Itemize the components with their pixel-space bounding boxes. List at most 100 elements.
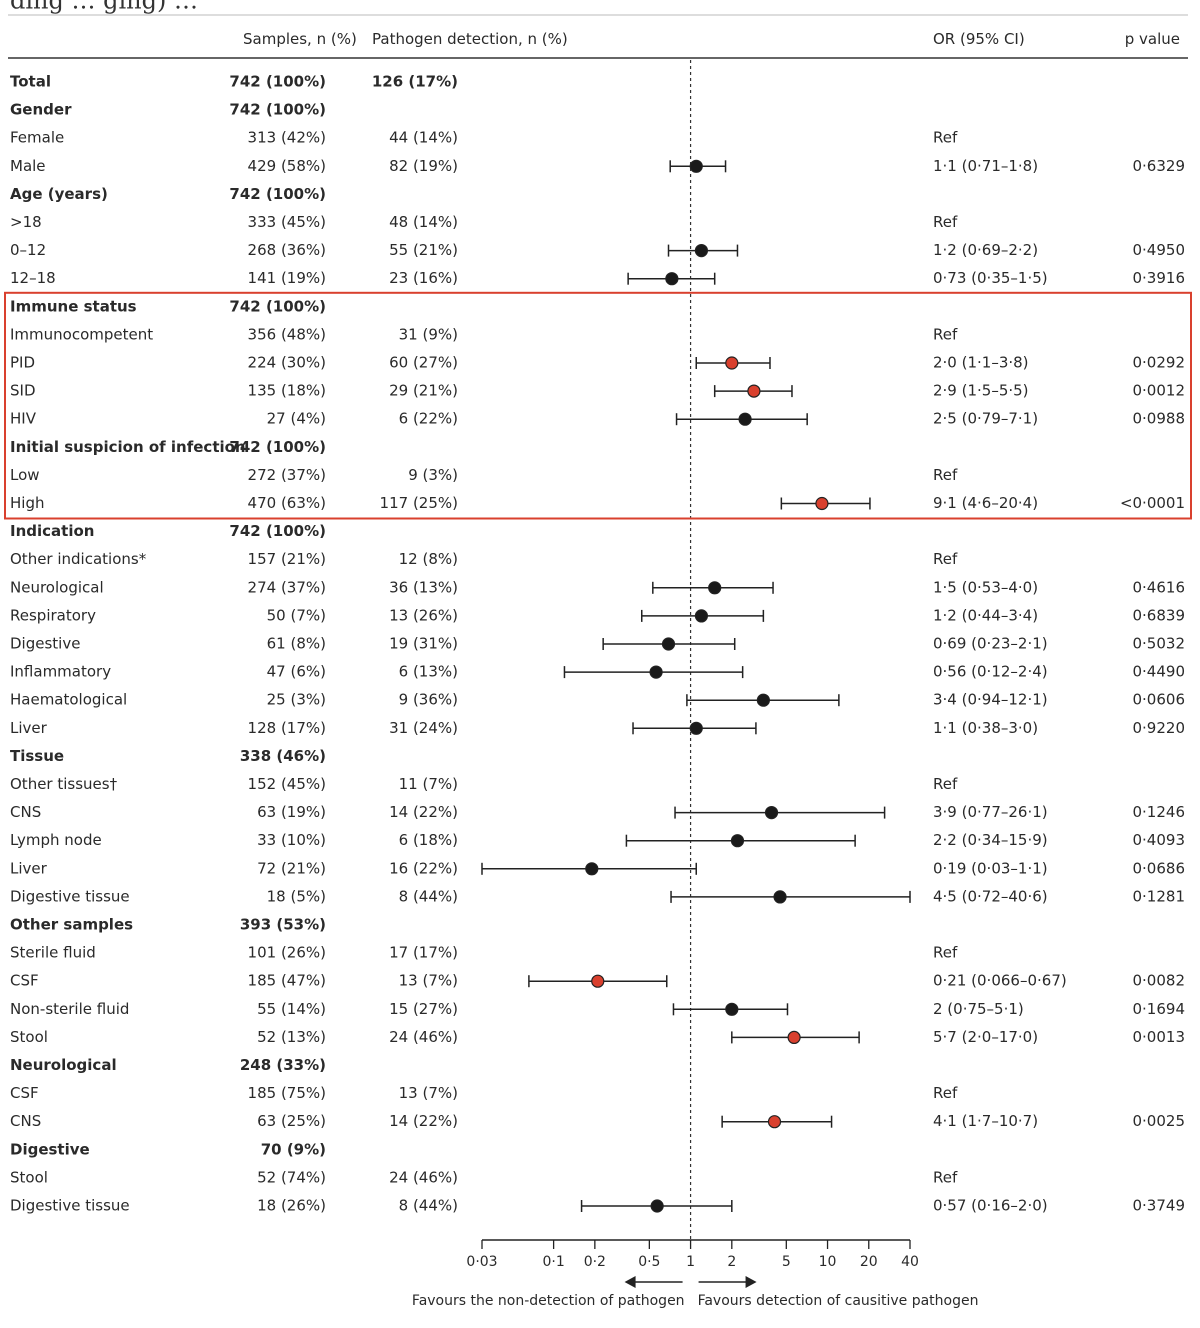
row-samples: 274 (37%) [248,578,326,596]
row-detection: 14 (22%) [389,1112,458,1130]
table-row: CSF 185 (75%) 13 (7%) Ref [10,1084,958,1102]
row-detection: 15 (27%) [389,1000,458,1018]
row-samples: 470 (63%) [248,494,326,512]
row-label: Age (years) [10,185,108,203]
row-p-value: 0·3749 [1133,1197,1186,1215]
row-detection: 16 (22%) [389,859,458,877]
table-row: Low 272 (37%) 9 (3%) Ref [10,466,958,484]
row-detection: 6 (18%) [399,831,458,849]
row-label: CNS [10,803,41,821]
table-row: Male 429 (58%) 82 (19%) 1·1 (0·71–1·8) 0·632… [10,157,1185,175]
row-or: Ref [933,466,958,484]
row-label: Liver [10,719,48,737]
row-detection: 12 (8%) [399,550,458,568]
row-or: 1·2 (0·44–3·4) [933,606,1038,624]
row-p-value: 0·4616 [1133,578,1186,596]
row-p-value: 0·1281 [1133,887,1186,905]
row-or: 1·1 (0·71–1·8) [933,157,1038,175]
row-detection: 11 (7%) [399,775,458,793]
row-label: Indication [10,522,94,540]
row-samples: 33 (10%) [257,831,326,849]
row-samples: 742 (100%) [229,101,326,119]
row-or: 2·9 (1·5–5·5) [933,382,1029,400]
row-label: Haematological [10,691,127,709]
or-point [649,665,663,679]
table-row: Non-sterile fluid 55 (14%) 15 (27%) 2 (0·75… [10,1000,1185,1018]
row-samples: 429 (58%) [248,157,326,175]
row-label: Neurological [10,1056,117,1074]
row-or: 0·69 (0·23–2·1) [933,635,1048,653]
row-detection: 9 (36%) [399,691,458,709]
row-label: Non-sterile fluid [10,1000,129,1018]
row-label: Initial suspicion of infection [10,438,246,456]
row-p-value: 0·1246 [1133,803,1186,821]
row-samples: 185 (47%) [248,972,326,990]
highlight-rect [4,291,1192,520]
highlight-box [4,291,1192,520]
row-samples: 128 (17%) [248,719,326,737]
row-samples: 63 (25%) [257,1112,326,1130]
row-samples: 135 (18%) [248,382,326,400]
table-row: Tissue 338 (46%) [10,747,326,765]
or-point [708,581,722,595]
or-point [591,974,605,988]
row-label: Inflammatory [10,663,111,681]
row-p-value: 0·0082 [1133,972,1186,990]
table-header: Samples, n (%) Pathogen detection, n (%) O… [8,14,1188,1240]
table-row: Neurological 248 (33%) [10,1056,326,1074]
row-or: 0·56 (0·12–2·4) [933,663,1048,681]
table-row: Respiratory 50 (7%) 13 (26%) 1·2 (0·44–3·4)… [10,606,1185,624]
row-samples: 356 (48%) [248,325,326,343]
or-point [665,272,679,286]
table-row: Sterile fluid 101 (26%) 17 (17%) Ref [10,944,958,962]
table-row: >18 333 (45%) 48 (14%) Ref [10,213,958,231]
row-samples: 272 (37%) [248,466,326,484]
row-label: Digestive tissue [10,1197,130,1215]
row-label: Other samples [10,916,133,934]
row-samples: 47 (6%) [267,663,326,681]
row-label: Other tissues† [10,775,118,793]
favours-right-label: Favours detection of causitive pathogen [698,1293,979,1309]
or-point [815,496,829,511]
row-samples: 742 (100%) [229,438,326,456]
row-or: 3·4 (0·94–12·1) [933,691,1048,709]
row-p-value: 0·0013 [1133,1028,1186,1046]
or-point [694,244,709,258]
row-detection: 19 (31%) [389,635,458,653]
table-row: CNS 63 (25%) 14 (22%) 4·1 (1·7–10·7) 0·0025 [10,1112,1185,1130]
header-samples: Samples, n (%) [243,30,357,48]
table-row: Other samples 393 (53%) [10,916,326,934]
row-detection: 31 (24%) [389,719,458,737]
row-samples: 268 (36%) [248,241,326,259]
row-samples: 333 (45%) [248,213,326,231]
row-samples: 50 (7%) [267,606,326,624]
row-detection: 48 (14%) [389,213,458,231]
table-row: Inflammatory 47 (6%) 6 (13%) 0·56 (0·12–2·4… [10,663,1185,681]
table-row: Digestive 61 (8%) 19 (31%) 0·69 (0·23–2·1) 0… [10,635,1185,653]
row-or: Ref [933,775,958,793]
or-point [725,1002,739,1016]
row-samples: 393 (53%) [240,916,326,934]
row-samples: 742 (100%) [229,73,326,91]
row-p-value: 0·0025 [1133,1112,1186,1130]
header-detection: Pathogen detection, n (%) [372,30,568,48]
row-detection: 14 (22%) [389,803,458,821]
or-point [585,862,599,876]
row-detection: 44 (14%) [389,129,458,147]
table-row: Indication 742 (100%) [10,522,326,540]
table-rows: Total 742 (100%) 126 (17%) Gender 742 (100%)… [10,73,1185,1215]
row-p-value: 0·4093 [1133,831,1186,849]
or-point [730,834,745,848]
row-detection: 31 (9%) [399,325,458,343]
row-label: Total [10,73,51,91]
row-p-value: 0·6329 [1133,157,1186,175]
table-row: Female 313 (42%) 44 (14%) Ref [10,129,958,147]
or-point [764,805,779,820]
row-or: 5·7 (2·0–17·0) [933,1028,1038,1046]
row-samples: 157 (21%) [248,550,326,568]
row-label: Immune status [10,297,137,315]
row-or: Ref [933,550,958,568]
row-label: Neurological [10,578,104,596]
or-point [689,721,703,735]
